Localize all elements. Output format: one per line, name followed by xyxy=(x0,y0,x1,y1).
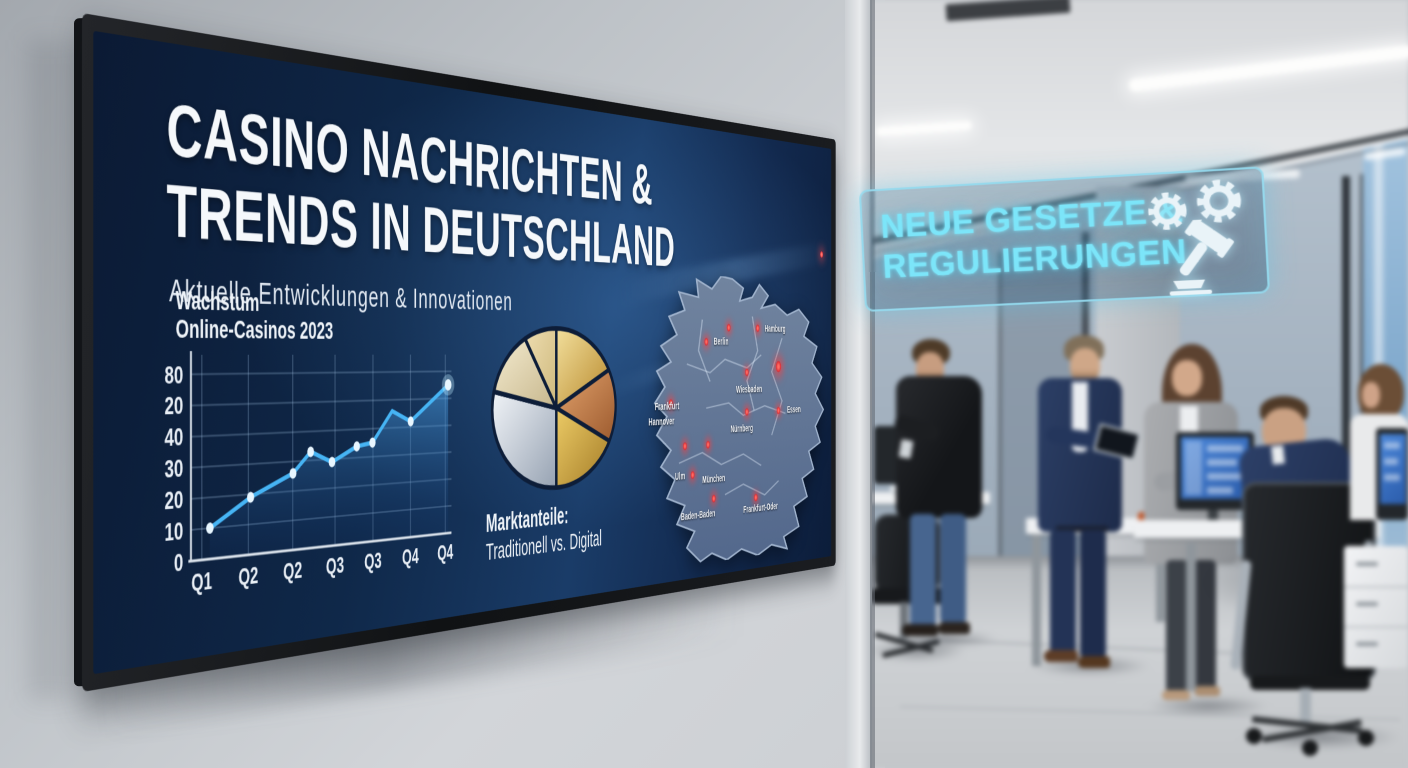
svg-text:30: 30 xyxy=(165,454,184,484)
person-leg xyxy=(1166,560,1188,694)
city-dot xyxy=(777,407,780,414)
person-shoe xyxy=(902,624,938,636)
svg-text:Q3: Q3 xyxy=(326,552,344,579)
map-city-markers: Hamburg Berlin Wiesbaden Frankfurt Hannover E… xyxy=(647,272,829,572)
city-dot xyxy=(727,324,731,332)
city-dot xyxy=(706,441,710,449)
city-label: Frankfurt-Oder xyxy=(743,500,778,515)
person-face xyxy=(1172,360,1202,396)
person-shoe xyxy=(1044,650,1078,662)
city-dot xyxy=(745,408,749,416)
svg-text:Q2: Q2 xyxy=(283,557,302,585)
tv-screen: CASINO NACHRICHTEN & TRENDS IN DEUTSCHLA… xyxy=(93,31,831,674)
desk-leg xyxy=(1032,534,1041,666)
monitor-ui-row xyxy=(1207,487,1233,494)
city-label: Frankfurt xyxy=(655,400,680,413)
desk-leg xyxy=(1186,543,1196,691)
svg-text:10: 10 xyxy=(165,516,184,546)
chair-wheel xyxy=(1358,730,1374,746)
city-label: Nürnberg xyxy=(731,423,754,436)
city-label: Ulm xyxy=(675,470,685,483)
svg-text:Q4: Q4 xyxy=(402,544,419,570)
pie-caption: Marktanteile: Traditionell vs. Digital xyxy=(486,498,602,566)
person-face xyxy=(1362,382,1380,408)
svg-text:Q1: Q1 xyxy=(191,567,212,597)
germany-map: Hamburg Berlin Wiesbaden Frankfurt Hannover E… xyxy=(647,272,829,572)
monitor-screen xyxy=(1181,437,1249,499)
drawer-handle xyxy=(1356,602,1378,606)
svg-text:20: 20 xyxy=(165,391,184,420)
svg-text:80: 80 xyxy=(165,360,184,389)
city-dot xyxy=(756,324,759,331)
city-dot xyxy=(683,443,687,451)
drawer-divider xyxy=(1344,586,1408,588)
person-shoe xyxy=(938,622,970,634)
drawer-cabinet xyxy=(1344,546,1408,668)
svg-text:20: 20 xyxy=(165,485,184,515)
office-photo-scene: CASINO NACHRICHTEN & TRENDS IN DEUTSCHLA… xyxy=(0,0,1408,768)
svg-text:40: 40 xyxy=(165,423,184,452)
red-indicator-dot xyxy=(820,251,823,258)
drawer-divider xyxy=(1344,626,1408,628)
svg-text:Q3: Q3 xyxy=(364,548,381,575)
wall-corner xyxy=(845,0,872,768)
person-shoe xyxy=(1162,690,1190,700)
monitor-screen xyxy=(1380,434,1406,504)
monitor-ui-sidebar xyxy=(1185,441,1202,495)
city-dot xyxy=(745,369,749,376)
person-leg xyxy=(1050,530,1076,654)
hologram-icons xyxy=(1140,171,1263,299)
monitor-ui-row xyxy=(1384,458,1398,465)
monitor-ui-row xyxy=(1384,474,1400,481)
gavel-icon xyxy=(1157,217,1254,296)
chart-title-line2: Online-Casinos 2023 xyxy=(176,315,334,345)
person-leg xyxy=(910,514,936,628)
svg-text:Q4: Q4 xyxy=(437,540,453,565)
market-share-pie-chart: Marktanteile: Traditionell vs. Digital xyxy=(483,314,640,512)
hologram-panel: NEUE GESETZE & REGULIERUNGEN xyxy=(859,166,1270,312)
city-dot xyxy=(712,495,716,503)
city-dot xyxy=(704,338,708,346)
monitor-ui-row xyxy=(1384,442,1400,449)
slide-title: CASINO NACHRICHTEN & TRENDS IN DEUTSCHLA… xyxy=(166,89,675,278)
chart-title-line1: Wachstum xyxy=(176,286,260,317)
drawer-handle xyxy=(1356,562,1378,566)
chair-wheel xyxy=(1246,728,1262,744)
monitor xyxy=(1376,428,1408,520)
person-shoe xyxy=(1194,686,1220,696)
monitor-ui-row xyxy=(1207,459,1237,466)
city-label: Wiesbaden xyxy=(736,383,762,395)
monitor-ui-row xyxy=(1207,473,1241,480)
person-collar xyxy=(1271,445,1285,464)
person-leg xyxy=(940,514,966,624)
city-label: Essen xyxy=(787,404,801,416)
monitor-ui-row xyxy=(1207,445,1243,452)
svg-text:0: 0 xyxy=(174,548,183,577)
svg-text:Q2: Q2 xyxy=(238,562,258,591)
city-label: Hamburg xyxy=(765,323,786,335)
city-label: Baden-Baden xyxy=(681,507,715,523)
city-dot xyxy=(754,493,757,501)
city-label: München xyxy=(702,472,725,486)
drawer-handle xyxy=(1356,642,1378,646)
pie-chart-svg xyxy=(483,314,625,508)
growth-line-chart: Wachstum Online-Casinos 2023 80 20 40 30 20 1… xyxy=(152,283,460,619)
person-leg xyxy=(1080,530,1106,658)
person-shoe xyxy=(1078,656,1110,668)
wall-corner-edge xyxy=(870,0,875,768)
chair-wheel xyxy=(1302,740,1318,756)
chair-post xyxy=(1300,688,1311,726)
city-dot xyxy=(776,361,781,372)
city-label: Berlin xyxy=(714,336,729,348)
city-dot xyxy=(691,471,695,479)
city-label: Hannover xyxy=(649,415,675,428)
